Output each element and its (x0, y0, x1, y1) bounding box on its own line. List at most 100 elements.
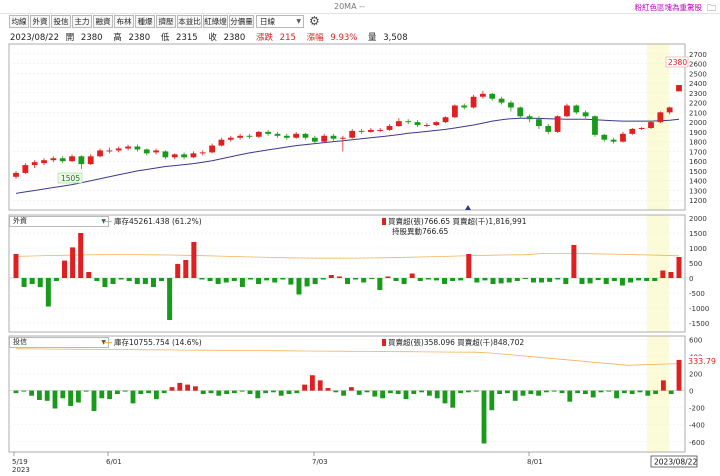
tab-margin[interactable]: 融資 (93, 15, 113, 28)
buysell-bar (102, 278, 108, 287)
buysell-bar (442, 278, 448, 284)
foreign-panel-select[interactable]: 外資 ▼ (9, 216, 109, 227)
candle-body (87, 156, 94, 165)
tab-explode[interactable]: 種爆 (135, 15, 155, 28)
buysell-bar (528, 390, 534, 394)
buysell-bar (372, 390, 378, 397)
min-price-box (57, 172, 83, 184)
buysell-bar (426, 390, 432, 396)
tab-ma[interactable]: 均線 (9, 15, 29, 28)
candle-body (349, 130, 356, 138)
min-price-label: 1505 (61, 174, 80, 183)
candle-body (358, 130, 365, 132)
buysell-bar (21, 390, 27, 392)
buysell-bar (52, 390, 58, 409)
candle-body (564, 105, 570, 117)
candle-body (302, 133, 309, 138)
foreign-select-value: 外資 (13, 217, 27, 225)
candle-body (582, 112, 589, 117)
hold-line (15, 253, 680, 259)
quote-high: 2380 (128, 33, 151, 43)
last-trust-label: 333.79 (688, 357, 716, 366)
candle-body (13, 172, 19, 177)
buysell-bar (442, 390, 448, 404)
tab-trust[interactable]: 投信 (51, 15, 71, 28)
candle-body (676, 85, 682, 92)
buysell-bar (75, 390, 81, 403)
candle-body (508, 102, 514, 108)
buysell-bar (595, 278, 601, 281)
highlight-band-1 (647, 215, 669, 332)
buysell-bar (551, 390, 557, 392)
buysell-bar (598, 390, 604, 393)
buysell-bar (146, 390, 152, 394)
tab-main-force[interactable]: 主力 (72, 15, 92, 28)
candle-body (162, 151, 169, 158)
price-tick-label: 2000 (689, 119, 707, 127)
candle-body (31, 162, 38, 166)
buysell-bar (333, 390, 339, 393)
buysell-bar (161, 390, 167, 394)
buysell-bar (450, 278, 456, 281)
buysell-bar (644, 278, 650, 281)
candle-body (115, 148, 122, 151)
buysell-bar (60, 390, 66, 399)
x-year-label: 2023 (12, 466, 30, 474)
last-price-box (665, 56, 689, 68)
buysell-bar (637, 390, 643, 393)
buysell-bar (68, 390, 74, 406)
buysell-bar (239, 278, 245, 287)
buysell-bar (36, 390, 42, 400)
trust-buysell-legend: 買賣超(張)358.096 買賣超(千)848,702 (382, 337, 524, 348)
candle-body (199, 152, 206, 154)
candle-body (526, 116, 533, 120)
price-tick-label: 1500 (689, 168, 707, 176)
buysell-bar (317, 380, 323, 391)
candle-body (274, 133, 281, 136)
candle-body (498, 98, 505, 103)
buysell-bar (377, 278, 383, 290)
tab-pe[interactable]: 本益比 (177, 15, 202, 28)
buysell-bar (590, 390, 596, 398)
buysell-bar (192, 386, 198, 391)
buysell-bar (167, 278, 173, 320)
candle-body (143, 149, 150, 154)
buysell-bar (191, 242, 197, 278)
tab-volume-profile[interactable]: 分價量 (229, 15, 254, 28)
buysell-bar (676, 359, 682, 391)
candle-body (386, 126, 393, 130)
buysell-bar (614, 390, 620, 399)
candle-body (433, 122, 440, 126)
buysell-bar (611, 278, 617, 281)
buysell-bar (369, 278, 375, 279)
candle-body (666, 107, 673, 113)
last-trust-box (686, 356, 718, 368)
buysell-bar (450, 390, 456, 408)
tab-foreign[interactable]: 外資 (30, 15, 50, 28)
quote-close: 2380 (223, 33, 246, 43)
bar-tick-label: 1000 (689, 245, 707, 253)
gear-icon[interactable]: ⚙ (309, 14, 320, 28)
pin-icon[interactable]: 🗀 (706, 4, 716, 14)
buysell-bar (224, 390, 230, 394)
candle-body (321, 135, 328, 142)
candle-body (648, 122, 654, 128)
tab-bollinger[interactable]: 布林 (114, 15, 134, 28)
buysell-bar (286, 390, 292, 394)
buysell-bar (536, 390, 542, 396)
buysell-bar (587, 278, 593, 284)
price-tick-label: 1900 (689, 129, 707, 137)
tab-squeeze[interactable]: 擠壓 (156, 15, 176, 28)
buysell-bar (668, 390, 674, 394)
period-select[interactable]: 日線 ▼ (256, 15, 304, 28)
candle-body (181, 154, 187, 158)
price-tick-label: 1700 (689, 148, 707, 156)
trust-panel-select[interactable]: 投信 ▼ (9, 337, 109, 348)
x-tick-label: 6/01 (106, 458, 122, 466)
buysell-bar (126, 278, 132, 281)
cursor-date-box (650, 455, 698, 468)
buysell-bar (138, 390, 144, 394)
candle-body (69, 156, 75, 162)
tab-traffic-light[interactable]: 紅綠燈 (203, 15, 228, 28)
